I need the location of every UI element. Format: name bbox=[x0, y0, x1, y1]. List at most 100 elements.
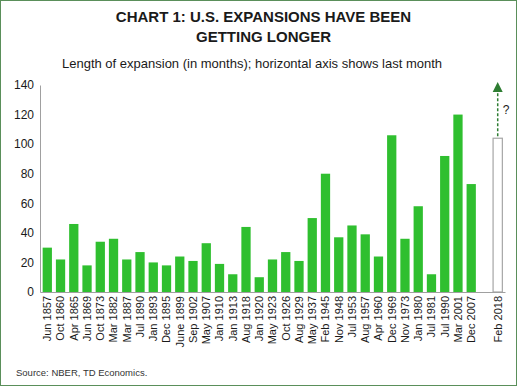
x-tick: Feb 2018 bbox=[492, 296, 504, 342]
bar bbox=[122, 259, 131, 292]
bar bbox=[56, 259, 65, 292]
y-tick: 120 bbox=[14, 108, 40, 122]
y-tick: 0 bbox=[27, 285, 40, 299]
x-tick: Jun 1869 bbox=[81, 296, 93, 341]
x-tick-label: Aug 1957 bbox=[359, 296, 371, 343]
x-tick-label: Dec 1969 bbox=[386, 296, 398, 343]
x-tick-label: Dec 1895 bbox=[160, 296, 172, 343]
x-tick-label: Apr 1960 bbox=[372, 296, 384, 341]
x-tick: Aug 1957 bbox=[359, 296, 371, 343]
x-tick-label: Jul 1990 bbox=[439, 296, 451, 338]
chart: CHART 1: U.S. EXPANSIONS HAVE BEENGETTIN… bbox=[0, 0, 517, 386]
source: Source: NBER, TD Economics. bbox=[16, 367, 147, 378]
x-tick: June 1899 bbox=[174, 296, 186, 347]
subtitle: Length of expansion (in months); horizon… bbox=[62, 56, 442, 71]
bar bbox=[149, 262, 158, 292]
bar bbox=[135, 252, 144, 292]
x-tick: Oct 1926 bbox=[280, 296, 292, 341]
x-tick-label: Sep 1902 bbox=[187, 296, 199, 343]
x-tick: Apr 1865 bbox=[68, 296, 80, 341]
bar bbox=[69, 224, 78, 292]
bar bbox=[361, 234, 370, 292]
x-tick: Jul 1890 bbox=[134, 296, 146, 338]
x-tick: Jun 1857 bbox=[41, 296, 53, 341]
x-tick: Mar 1887 bbox=[121, 296, 133, 342]
x-tick: Jan 1913 bbox=[227, 296, 239, 341]
bar bbox=[268, 259, 277, 292]
bar bbox=[467, 184, 476, 292]
x-tick-label: Jul 1953 bbox=[346, 296, 358, 338]
x-tick-label: Aug 1918 bbox=[240, 296, 252, 343]
x-tick: Oct 1860 bbox=[54, 296, 66, 341]
y-tick-label: 0 bbox=[27, 285, 34, 299]
x-tick-label: Oct 1926 bbox=[280, 296, 292, 341]
x-tick: Jul 1981 bbox=[425, 296, 437, 338]
x-tick: Mar 1882 bbox=[107, 296, 119, 342]
x-tick: Sep 1902 bbox=[187, 296, 199, 343]
frame bbox=[1, 1, 517, 386]
x-tick-label: Jan 1893 bbox=[147, 296, 159, 341]
y-tick-label: 60 bbox=[21, 197, 35, 211]
y-axis: 0 20 40 60 80 100 120 140 bbox=[14, 78, 41, 299]
x-tick-label: Apr 1865 bbox=[68, 296, 80, 341]
x-tick-label: Aug 1929 bbox=[293, 296, 305, 343]
x-tick-label: Jul 1890 bbox=[134, 296, 146, 338]
x-tick: Nov 1948 bbox=[333, 296, 345, 343]
x-axis: Jun 1857Oct 1860Apr 1865Jun 1869Oct 1873… bbox=[41, 293, 506, 348]
bar bbox=[281, 252, 290, 292]
x-tick: Jul 1990 bbox=[439, 296, 451, 338]
bar bbox=[414, 206, 423, 292]
x-tick-label: May 1923 bbox=[266, 296, 278, 344]
x-tick: Apr 1960 bbox=[372, 296, 384, 341]
bar bbox=[294, 261, 303, 292]
bar bbox=[400, 239, 409, 292]
x-tick: Feb 1945 bbox=[319, 296, 331, 342]
x-tick-label: June 1899 bbox=[174, 296, 186, 347]
y-tick: 140 bbox=[14, 78, 40, 92]
bar bbox=[427, 274, 436, 292]
x-tick: May 1907 bbox=[200, 296, 212, 344]
x-tick: Jan 1893 bbox=[147, 296, 159, 341]
bar bbox=[241, 227, 250, 292]
x-tick-label: Jun 1857 bbox=[41, 296, 53, 341]
x-tick-label: Feb 2018 bbox=[492, 296, 504, 342]
x-tick-label: Jan 1920 bbox=[253, 296, 265, 341]
x-tick: Jan 1980 bbox=[412, 296, 424, 341]
x-tick-label: Jan 1910 bbox=[213, 296, 225, 341]
x-tick-label: Dec 2007 bbox=[465, 296, 477, 343]
x-tick-label: Nov 1973 bbox=[399, 296, 411, 343]
x-tick-label: Feb 1945 bbox=[319, 296, 331, 342]
x-tick-label: May 1937 bbox=[306, 296, 318, 344]
x-tick: Dec 1969 bbox=[386, 296, 398, 343]
y-tick: 60 bbox=[21, 197, 40, 211]
y-tick-label: 80 bbox=[21, 167, 35, 181]
y-tick-label: 100 bbox=[14, 137, 34, 151]
bar bbox=[308, 218, 317, 292]
x-axis-line bbox=[41, 292, 506, 293]
x-tick: May 1923 bbox=[266, 296, 278, 344]
arrow-head bbox=[493, 82, 503, 92]
y-tick: 40 bbox=[21, 226, 40, 240]
y-axis-line bbox=[40, 86, 41, 293]
y-tick: 20 bbox=[21, 256, 40, 270]
x-tick: Jul 1953 bbox=[346, 296, 358, 338]
x-tick-label: Jan 1980 bbox=[412, 296, 424, 341]
x-tick-label: Oct 1860 bbox=[54, 296, 66, 341]
bar bbox=[202, 243, 211, 292]
x-tick-label: May 1907 bbox=[200, 296, 212, 344]
bar bbox=[255, 277, 264, 292]
x-tick: Jan 1920 bbox=[253, 296, 265, 341]
y-tick-label: 140 bbox=[14, 78, 34, 92]
arrow-shaft bbox=[497, 91, 499, 136]
bar bbox=[96, 242, 105, 292]
x-tick: Jan 1910 bbox=[213, 296, 225, 341]
plot: 0 20 40 60 80 100 120 140 Jun 1857Oct 1860Apr 18… bbox=[14, 78, 510, 347]
bar bbox=[374, 257, 383, 292]
bar bbox=[43, 248, 52, 292]
bar bbox=[334, 237, 343, 292]
x-tick: Nov 1973 bbox=[399, 296, 411, 343]
x-tick-label: Nov 1948 bbox=[333, 296, 345, 343]
bar bbox=[109, 239, 118, 292]
bars bbox=[43, 115, 503, 292]
x-tick: May 1937 bbox=[306, 296, 318, 344]
